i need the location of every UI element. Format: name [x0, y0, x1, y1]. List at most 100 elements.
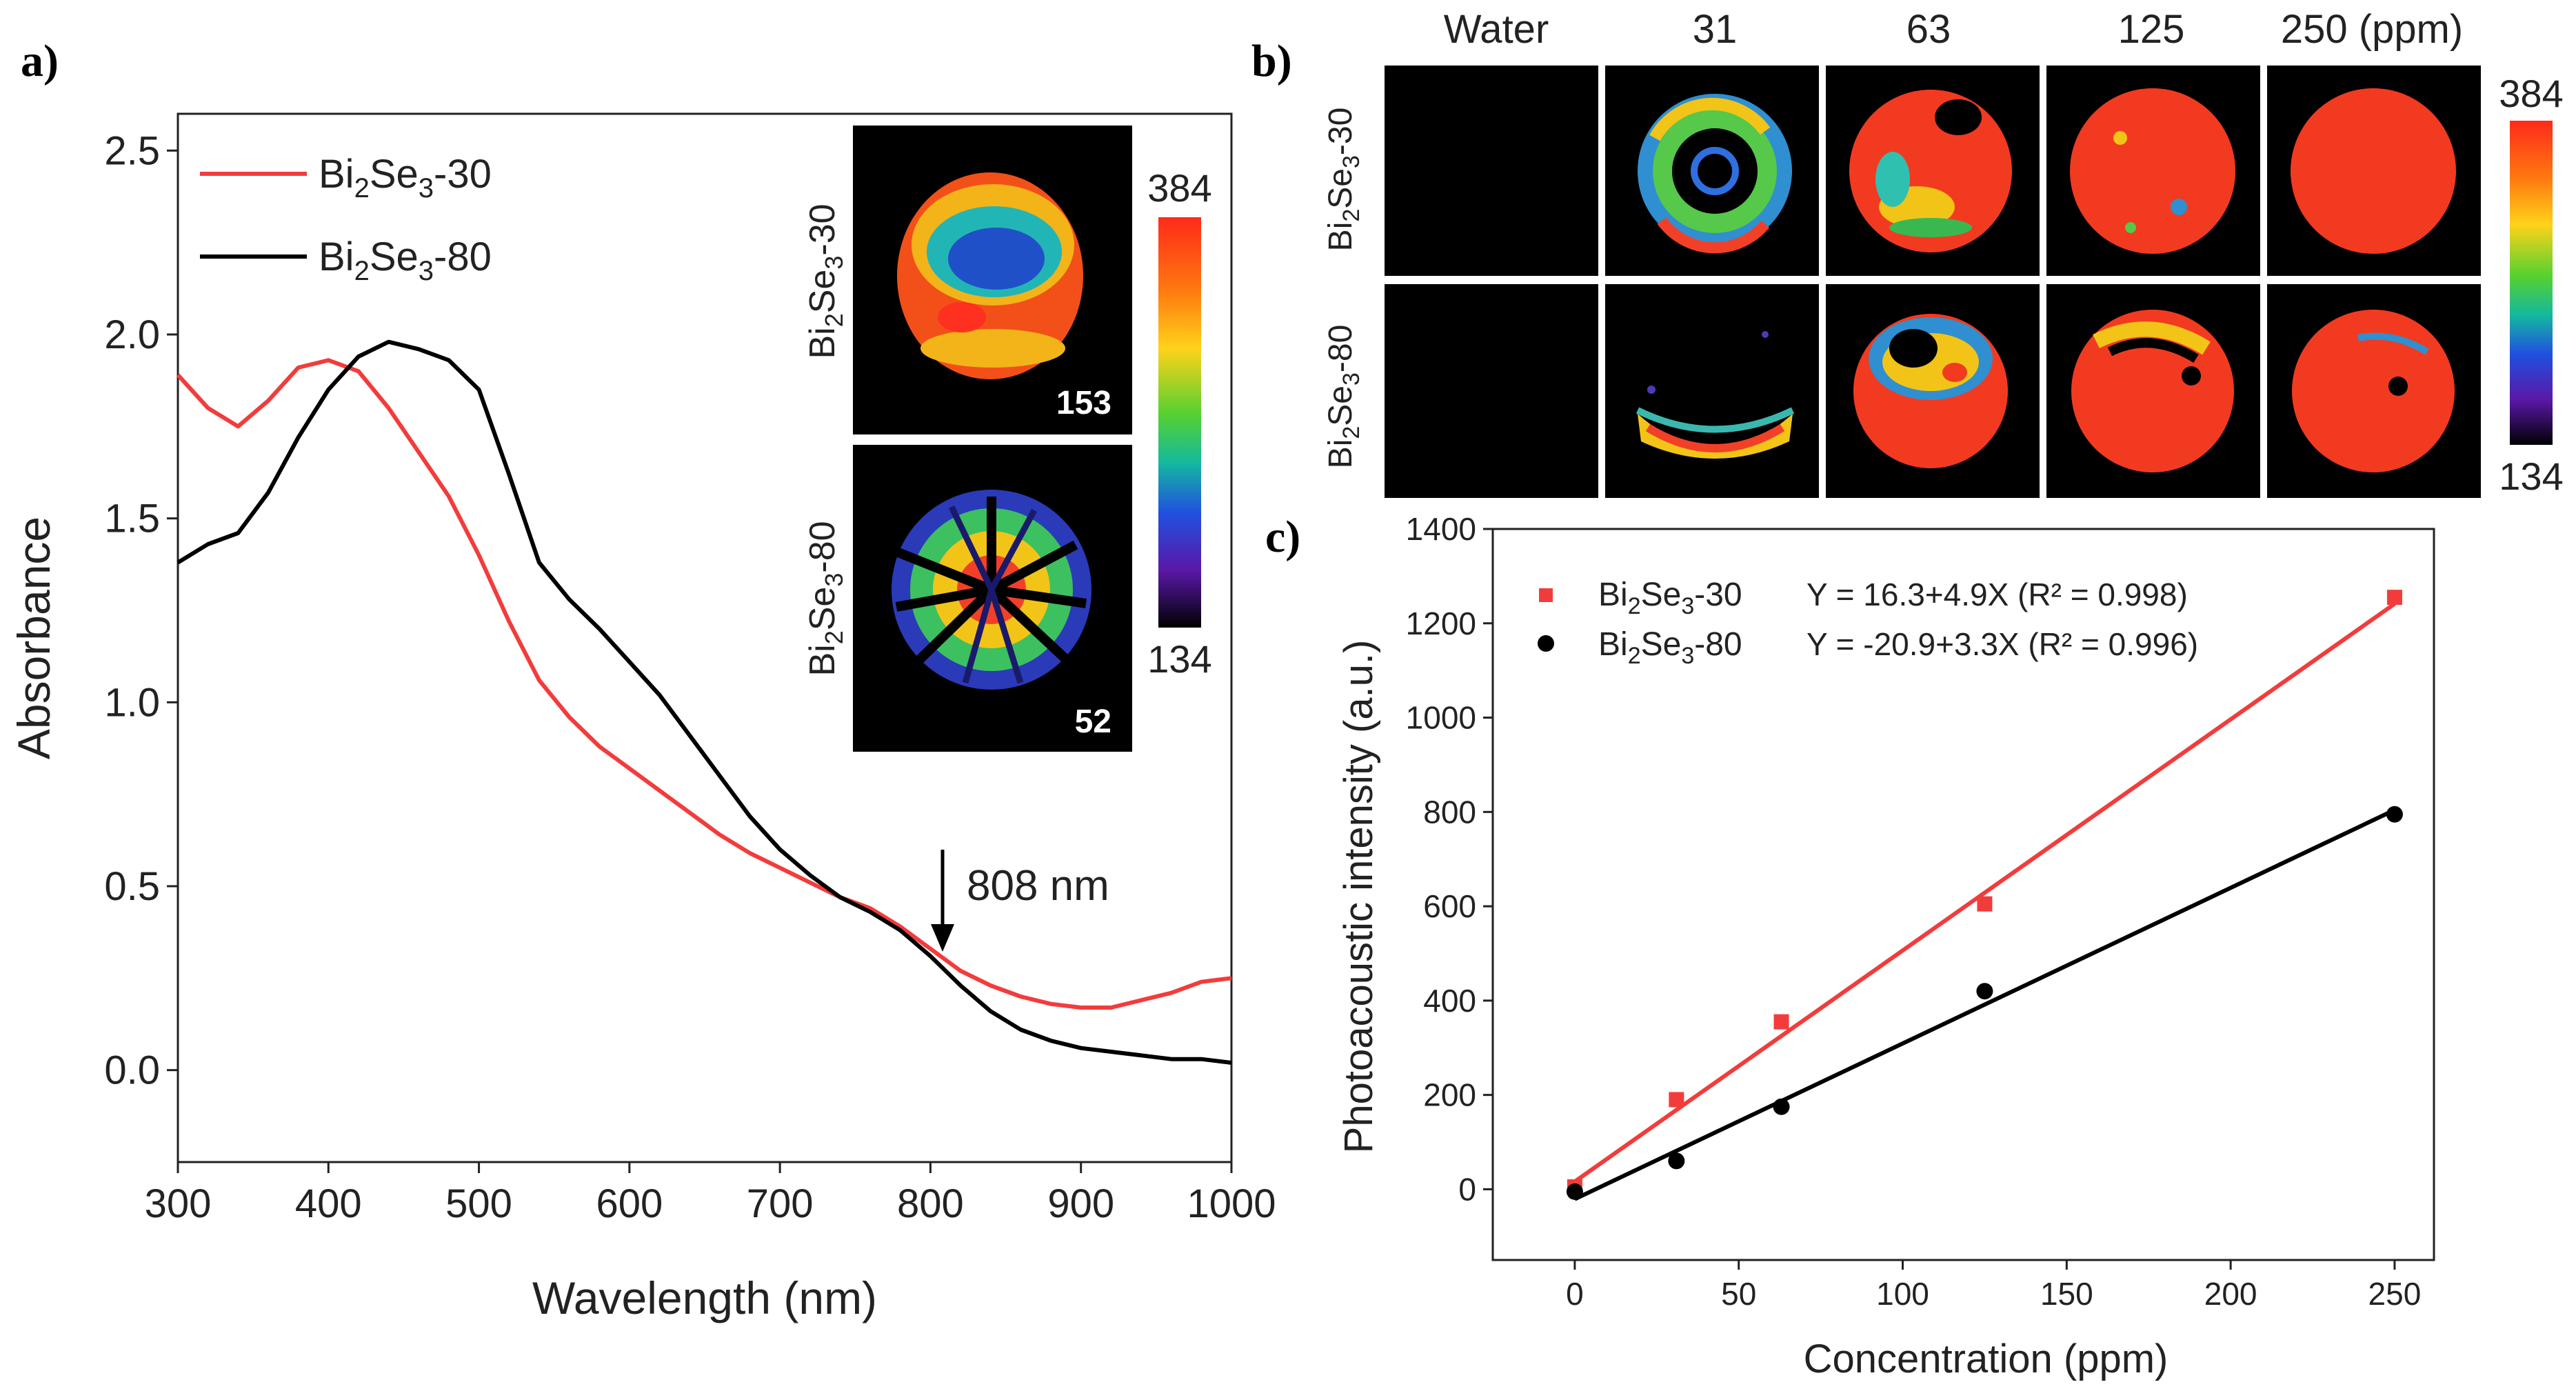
panel-label-c: c)	[1265, 512, 1300, 562]
panel-a-y-tick-label: 2.5	[104, 128, 160, 173]
panel-a-y-tick-label: 2.0	[104, 312, 160, 357]
panel-a-y-tick-label: 1.5	[104, 497, 160, 541]
panel-a-x-tick-label: 1000	[1187, 1181, 1276, 1226]
panel-a-x-axis: 300 400 500 600 700 800 900 1000	[145, 1162, 1276, 1226]
panel-a-y-axis: 0.0 0.5 1.0 1.5 2.0 2.5	[104, 128, 178, 1093]
panel-a-x-label: Wavelength (nm)	[532, 1272, 877, 1323]
annotation-arrow-head	[931, 924, 954, 952]
panel-a-x-tick-label: 400	[295, 1181, 362, 1226]
panel-a-y-label: Absorbance	[8, 517, 59, 759]
panel-c-y-tick-label: 1000	[1406, 700, 1476, 736]
panel-c-legend-label-bi2se3-30: Bi2Se3-30	[1598, 577, 1742, 619]
panel-c-equation-bi2se3-80: Y = -20.9+3.3X (R² = 0.996)	[1807, 626, 2198, 662]
pa-image-125-bi2se3-30	[2046, 66, 2260, 276]
panel-a-x-tick-label: 600	[596, 1181, 663, 1226]
pa-image-125-bi2se3-80	[2046, 284, 2260, 498]
panel-c-x-tick-label: 0	[1566, 1276, 1584, 1312]
panel-b-colorbar-min: 134	[2499, 454, 2563, 498]
panel-b-colorbar-max: 384	[2499, 72, 2563, 115]
pa-image-31-bi2se3-30	[1605, 66, 1819, 276]
panel-c-equation-bi2se3-30: Y = 16.3+4.9X (R² = 0.998)	[1807, 577, 2188, 612]
data-point-bi2se3-80	[2386, 806, 2403, 823]
legend-marker-bi2se3-80	[1538, 635, 1554, 652]
legend-marker-bi2se3-30	[1539, 588, 1553, 602]
fit-line-bi2se3-80	[1573, 808, 2396, 1201]
legend-label-bi2se3-80: Bi2Se3-80	[319, 234, 492, 286]
column-header-250-ppm: 250 (ppm)	[2281, 7, 2463, 52]
inset-label-bi2se3-30: Bi2Se3-30	[803, 203, 848, 359]
data-point-bi2se3-80	[1976, 983, 1993, 1000]
panel-c-x-tick-label: 250	[2368, 1276, 2422, 1312]
annotation-808nm-label: 808 nm	[967, 862, 1109, 910]
inset-colorbar-min: 134	[1147, 637, 1211, 681]
panel-c-points	[1566, 590, 2403, 1200]
series-line-bi2se3-80	[177, 339, 1232, 1065]
column-header-63: 63	[1906, 7, 1951, 52]
data-point-bi2se3-30	[2386, 590, 2402, 606]
panel-c-y-axis: 0 200 400 600 800 1000 1200 1400	[1406, 511, 1493, 1207]
panel-a-y-tick-label: 0.5	[104, 864, 160, 909]
panel-b-image-grid: Water 31 63 125 250 (ppm) Bi2Se3-30 Bi2S…	[1322, 7, 2564, 498]
column-header-125: 125	[2118, 7, 2185, 52]
pa-image-63-bi2se3-80	[1826, 284, 2040, 498]
panel-a-x-tick-label: 900	[1047, 1181, 1114, 1226]
panel-a-series	[176, 339, 1232, 1065]
panel-c-y-tick-label: 200	[1423, 1077, 1476, 1113]
column-header-31: 31	[1693, 7, 1738, 52]
data-point-bi2se3-80	[1566, 1183, 1583, 1200]
panel-a-chart: 300 400 500 600 700 800 900 1000 0.0 0.5 1.0 1.5 2.…	[8, 112, 1276, 1323]
panel-c-x-axis: 0 50 100 150 200 250	[1566, 1260, 2421, 1312]
annotation-808nm: 808 nm	[931, 850, 1109, 952]
panel-c-x-label: Concentration (ppm)	[1804, 1337, 2169, 1381]
panel-c-chart: 0 50 100 150 200 250 0 200 400 600 800 1000 1200 140…	[1336, 511, 2435, 1381]
fit-line-bi2se3-30	[1573, 602, 2396, 1183]
pa-image-250-bi2se3-30	[2267, 66, 2481, 276]
panel-b-colorbar	[2510, 121, 2553, 445]
pa-image-250-bi2se3-80	[2267, 284, 2481, 498]
series-line-bi2se3-30	[176, 358, 1232, 1010]
panel-c-frame	[1491, 528, 2435, 1261]
inset-value-153: 153	[1056, 385, 1111, 421]
panel-c-legend-label-bi2se3-80: Bi2Se3-80	[1598, 626, 1742, 669]
panel-a-y-tick-label: 1.0	[104, 680, 160, 725]
panel-a-legend: Bi2Se3-30 Bi2Se3-80	[200, 152, 492, 286]
panel-c-y-tick-label: 1400	[1406, 511, 1476, 547]
pa-image-63-bi2se3-30	[1826, 66, 2040, 276]
panel-c-x-tick-label: 100	[1876, 1276, 1929, 1312]
panel-b-column-headers: Water 31 63 125 250 (ppm)	[1444, 7, 2463, 52]
legend-label-bi2se3-30: Bi2Se3-30	[319, 152, 492, 203]
inset-colorbar-max: 384	[1147, 166, 1211, 210]
panel-a-x-tick-label: 500	[445, 1181, 512, 1226]
panel-c-legend: Bi2Se3-30 Y = 16.3+4.9X (R² = 0.998) Bi2…	[1538, 577, 2198, 669]
panel-a-x-tick-label: 800	[897, 1181, 964, 1226]
data-point-bi2se3-30	[1977, 896, 1993, 912]
panel-a-inset: 153 52 Bi2Se3-30 Bi2Se3-80 384 134	[803, 126, 1212, 752]
data-point-bi2se3-80	[1773, 1098, 1790, 1115]
panel-a-y-tick-label: 0.0	[104, 1048, 160, 1093]
data-point-bi2se3-30	[1669, 1092, 1684, 1108]
row-label-bi2se3-30: Bi2Se3-30	[1322, 108, 1365, 252]
inset-value-52: 52	[1075, 703, 1111, 740]
panel-c-y-tick-label: 800	[1423, 794, 1476, 830]
column-header-water: Water	[1444, 7, 1549, 52]
panel-c-x-tick-label: 50	[1721, 1276, 1756, 1312]
panel-c-y-label: Photoacoustic intensity (a.u.)	[1336, 640, 1381, 1154]
panel-a-x-tick-label: 300	[145, 1181, 212, 1226]
inset-label-bi2se3-80: Bi2Se3-80	[803, 521, 848, 676]
pa-image-water-bi2se3-80	[1385, 284, 1598, 498]
panel-c-fit-lines	[1573, 602, 2396, 1201]
panel-c-y-tick-label: 0	[1458, 1171, 1476, 1207]
pa-image-water-bi2se3-30	[1385, 66, 1598, 276]
panel-a-frame	[177, 112, 1233, 1163]
panel-label-b: b)	[1251, 36, 1292, 86]
inset-colorbar	[1158, 217, 1201, 628]
row-label-bi2se3-80: Bi2Se3-80	[1322, 325, 1365, 469]
panel-c-y-tick-label: 1200	[1406, 606, 1476, 641]
data-point-bi2se3-80	[1668, 1152, 1685, 1170]
panel-c-x-tick-label: 200	[2204, 1276, 2257, 1312]
panel-label-a: a)	[21, 36, 59, 86]
panel-a-x-tick-label: 700	[747, 1181, 814, 1226]
panel-c-x-tick-label: 150	[2040, 1276, 2093, 1312]
